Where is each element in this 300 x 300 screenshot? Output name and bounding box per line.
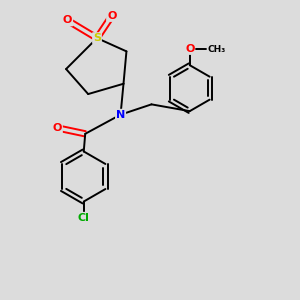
Text: N: N [116, 110, 125, 120]
Text: O: O [185, 44, 194, 54]
Text: O: O [63, 15, 72, 26]
Text: Cl: Cl [78, 213, 90, 223]
Text: O: O [52, 123, 62, 133]
Text: CH₃: CH₃ [207, 44, 226, 53]
Text: O: O [107, 11, 116, 21]
Text: S: S [93, 33, 101, 43]
